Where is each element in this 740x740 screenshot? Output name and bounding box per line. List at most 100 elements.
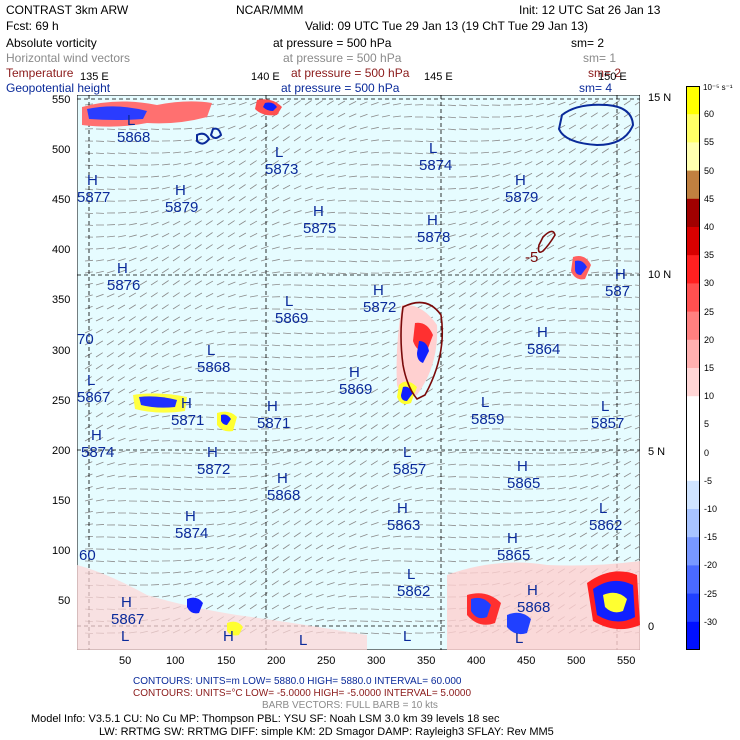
contour-value: 5865 bbox=[507, 475, 540, 492]
colorbar-swatch bbox=[686, 283, 700, 313]
contour-marker: L bbox=[207, 342, 215, 359]
field-name-vorticity: Absolute vorticity bbox=[6, 36, 97, 50]
lon-label: 135 E bbox=[80, 71, 109, 83]
colorbar-swatch bbox=[686, 255, 700, 284]
org-name: NCAR/MMM bbox=[236, 3, 304, 17]
y-tick: 50 bbox=[58, 595, 71, 607]
x-tick: 150 bbox=[217, 655, 236, 667]
colorbar-swatch bbox=[686, 424, 700, 454]
contour-marker: H bbox=[373, 282, 384, 299]
y-tick: 200 bbox=[52, 445, 71, 457]
colorbar-swatch bbox=[686, 142, 700, 172]
contour-value: 5872 bbox=[197, 461, 230, 478]
y-tick: 400 bbox=[52, 244, 71, 256]
contour-value: 5878 bbox=[417, 229, 450, 246]
field-sm-vorticity: sm= 2 bbox=[571, 36, 605, 50]
lat-label: 0 bbox=[648, 621, 655, 633]
contour-value: 5867 bbox=[111, 611, 144, 628]
contour-value: 5867 bbox=[77, 389, 110, 406]
x-tick: 300 bbox=[367, 655, 386, 667]
contour-value: 5876 bbox=[107, 277, 140, 294]
x-tick: 100 bbox=[166, 655, 185, 667]
temperature-contour-label: -5 bbox=[525, 249, 538, 266]
x-tick: 450 bbox=[517, 655, 536, 667]
y-tick: 550 bbox=[52, 94, 71, 106]
contour-value: 5868 bbox=[117, 129, 150, 146]
contour-marker: H bbox=[223, 628, 234, 645]
contour-marker: H bbox=[91, 427, 102, 444]
contour-marker: H bbox=[507, 530, 518, 547]
contour-value: 587 bbox=[605, 283, 630, 300]
contour-marker: H bbox=[397, 500, 408, 517]
valid-time: Valid: 09 UTC Tue 29 Jan 13 (19 ChT Tue … bbox=[305, 19, 589, 33]
contour-marker: H bbox=[277, 470, 288, 487]
contour-value: 5861 bbox=[289, 649, 322, 650]
contour-value: 5869 bbox=[275, 310, 308, 327]
x-tick: 550 bbox=[617, 655, 636, 667]
contour-marker: H bbox=[121, 594, 132, 611]
lat-label: 10 N bbox=[648, 269, 672, 281]
y-tick: 100 bbox=[52, 545, 71, 557]
contour-marker: L bbox=[299, 632, 307, 649]
colorbar-swatch bbox=[686, 339, 700, 369]
colorbar-swatch bbox=[686, 311, 700, 341]
field-name-wind: Horizontal wind vectors bbox=[6, 51, 131, 65]
colorbar-swatch bbox=[686, 227, 700, 256]
init-time: Init: 12 UTC Sat 26 Jan 13 bbox=[519, 3, 661, 17]
y-tick: 350 bbox=[52, 294, 71, 306]
contour-value: 5862 bbox=[589, 517, 622, 534]
contour-value: 5877 bbox=[77, 189, 110, 206]
contour-value: 5869 bbox=[339, 381, 372, 398]
contour-marker: H bbox=[615, 266, 626, 283]
contour-value: 5871 bbox=[171, 412, 204, 429]
contour-marker: L bbox=[127, 112, 135, 129]
x-tick: 200 bbox=[267, 655, 286, 667]
colorbar-swatch bbox=[686, 86, 700, 115]
field-pressure-geopotential: at pressure = 500 hPa bbox=[281, 81, 400, 95]
x-tick: 350 bbox=[417, 655, 436, 667]
contour-marker: H bbox=[537, 324, 548, 341]
x-tick: 50 bbox=[119, 655, 132, 667]
colorbar-swatch bbox=[686, 368, 700, 397]
colorbar-label: 30 bbox=[704, 278, 715, 289]
contour-marker: H bbox=[517, 458, 528, 475]
contour-value: 60 bbox=[79, 547, 96, 564]
y-tick: 450 bbox=[52, 194, 71, 206]
y-tick: 300 bbox=[52, 345, 71, 357]
colorbar-label: 15 bbox=[704, 363, 715, 373]
colorbar-swatch bbox=[686, 509, 700, 538]
contour-value: 5862 bbox=[397, 583, 430, 600]
colorbar-label: 5 bbox=[704, 419, 710, 430]
colorbar-swatch bbox=[686, 114, 700, 143]
field-sm-temperature: sm= 2 bbox=[588, 66, 622, 80]
lat-label: 5 N bbox=[648, 446, 666, 458]
contour-value: 5879 bbox=[165, 199, 198, 216]
field-pressure-temperature: at pressure = 500 hPa bbox=[291, 66, 410, 80]
lat-label: 15 N bbox=[648, 92, 672, 104]
contour-marker: L bbox=[429, 140, 437, 157]
contour-value: 5875 bbox=[303, 220, 336, 237]
colorbar-swatch bbox=[686, 198, 700, 228]
colorbar-swatch bbox=[686, 565, 700, 595]
contour-marker: L bbox=[599, 500, 607, 517]
y-tick: 150 bbox=[52, 495, 71, 507]
contour-marker: L bbox=[121, 628, 129, 645]
contour-marker: L bbox=[87, 372, 95, 389]
colorbar bbox=[686, 86, 700, 650]
contours bbox=[196, 103, 635, 400]
field-sm-wind: sm= 1 bbox=[583, 51, 617, 65]
contour-marker: H bbox=[527, 582, 538, 599]
contour-value: 5864 bbox=[527, 341, 560, 358]
y-tick: 250 bbox=[52, 395, 71, 407]
field-pressure-vorticity: at pressure = 500 hPa bbox=[273, 36, 392, 50]
contour-marker: L bbox=[481, 394, 489, 411]
field-pressure-wind: at pressure = 500 hPa bbox=[283, 51, 402, 65]
colorbar-label: 60 bbox=[704, 109, 715, 120]
colorbar-swatch bbox=[686, 396, 700, 425]
model-title: CONTRAST 3km ARW bbox=[6, 3, 129, 17]
barb-info: BARB VECTORS: FULL BARB = 10 kts bbox=[262, 700, 438, 711]
contour-value: 5874 bbox=[175, 525, 208, 542]
lon-label: 140 E bbox=[251, 71, 280, 83]
